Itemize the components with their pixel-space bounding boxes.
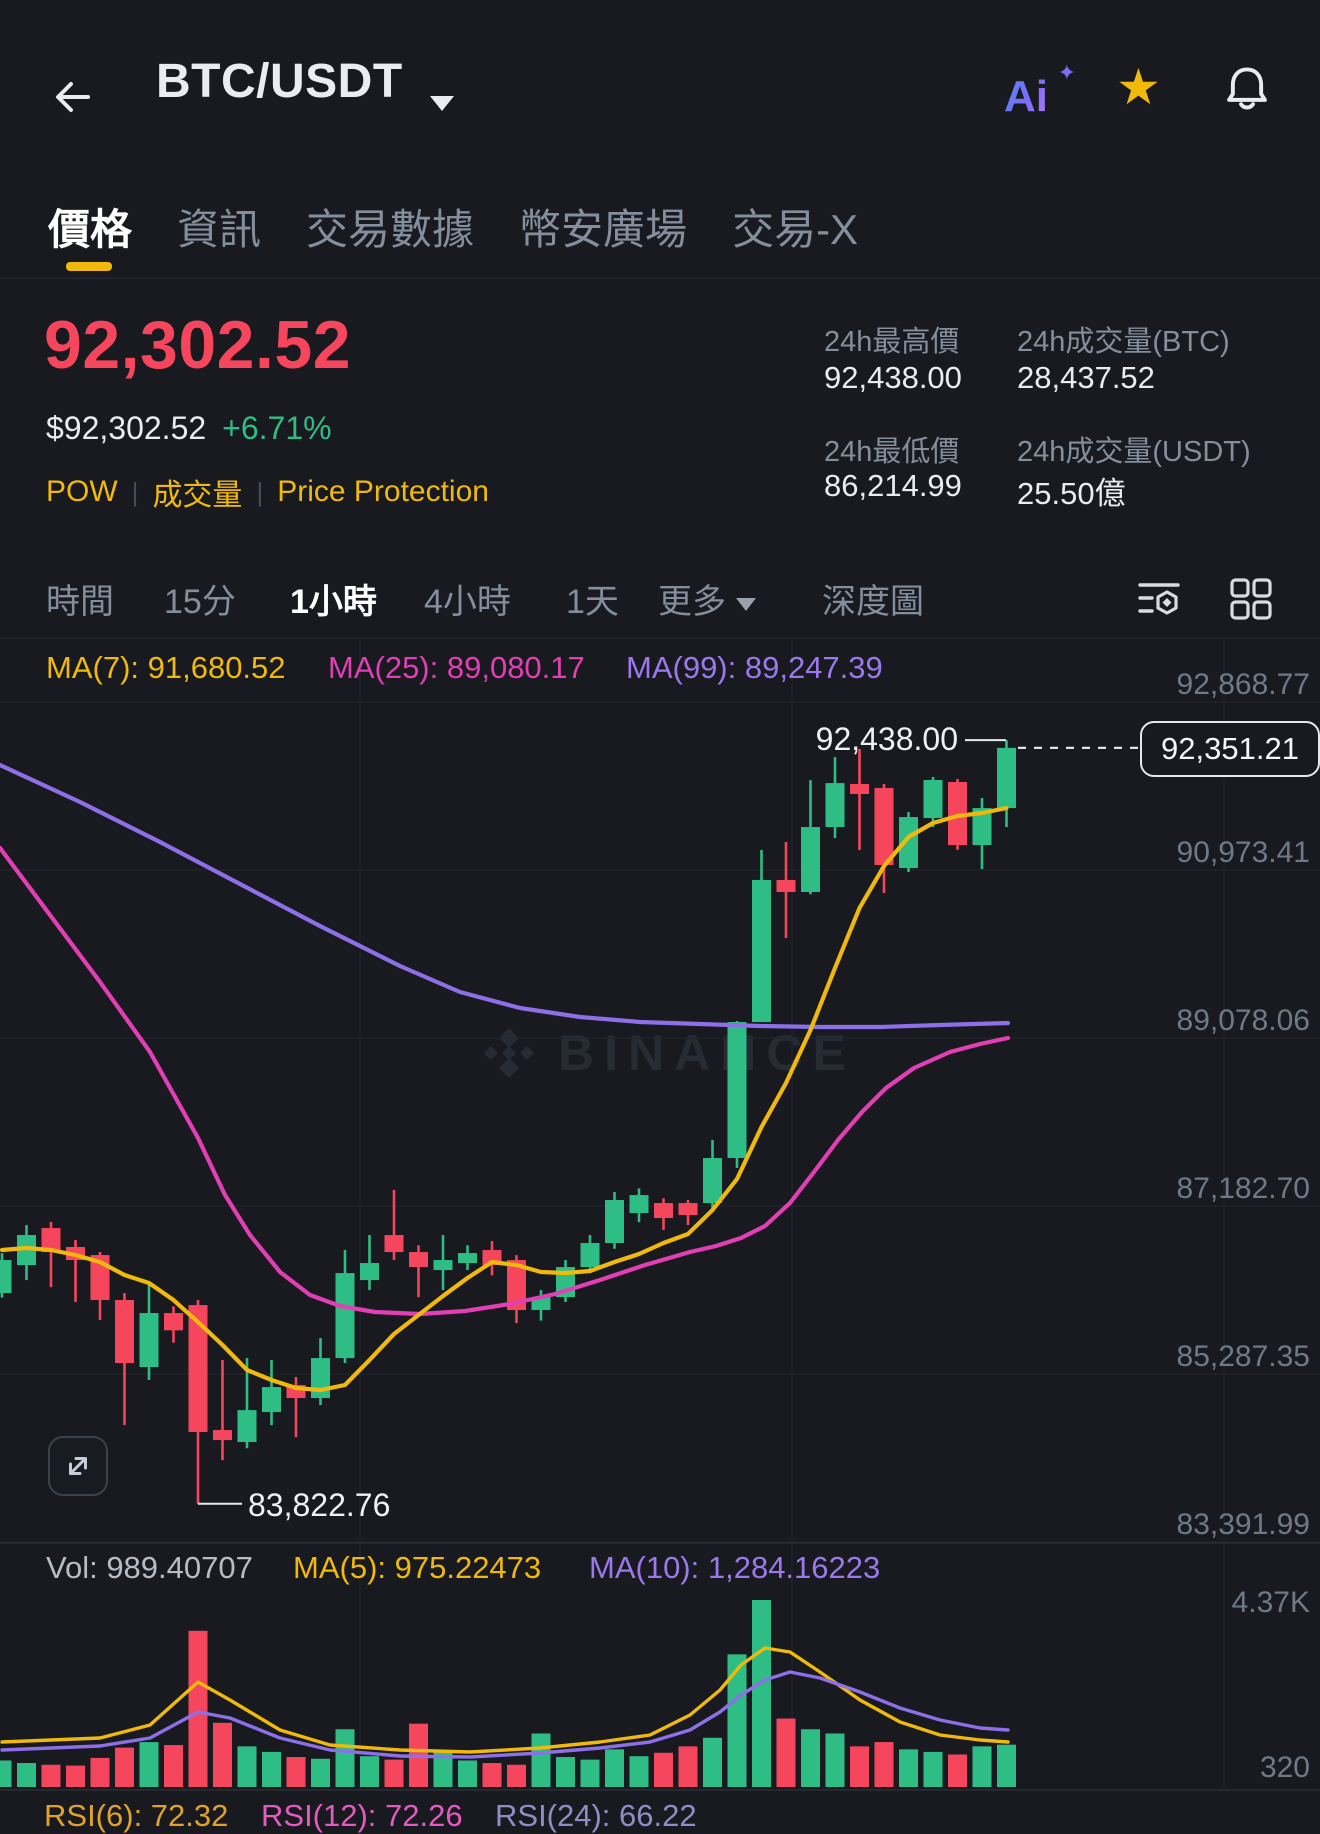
price-protection-tag[interactable]: Price Protection	[277, 475, 489, 508]
stat-high-label: 24h最高價	[824, 326, 960, 358]
timeframe-1d[interactable]: 1天	[566, 583, 619, 621]
layout-grid-icon[interactable]	[1228, 576, 1274, 622]
ma25-label: MA(25): 89,080.17	[328, 650, 585, 685]
rsi6-label: RSI(6): 72.32	[44, 1798, 229, 1833]
stat-vol-btc-value: 28,437.52	[1017, 360, 1155, 395]
tab-trading-data[interactable]: 交易數據	[306, 206, 475, 253]
high-price-annotation: 92,438.00	[815, 721, 958, 757]
more-caret-icon	[736, 597, 756, 611]
notification-bell-icon[interactable]	[1222, 64, 1272, 114]
favorite-star-icon[interactable]: ★	[1116, 59, 1161, 115]
stat-vol-usdt-label: 24h成交量(USDT)	[1017, 436, 1251, 468]
stat-vol-btc-label: 24h成交量(BTC)	[1017, 326, 1230, 358]
expand-chart-button[interactable]	[48, 1436, 108, 1496]
rsi24-label: RSI(24): 66.22	[495, 1798, 697, 1833]
last-price-tag: 92,351.21	[1140, 721, 1320, 777]
tab-price[interactable]: 價格	[48, 206, 133, 253]
back-arrow-icon[interactable]	[50, 74, 96, 120]
timeframe-time[interactable]: 時間	[46, 583, 114, 621]
timeframe-4h[interactable]: 4小時	[424, 583, 511, 621]
pair-dropdown-caret-icon[interactable]	[430, 96, 454, 111]
token-tags-row: POW | 成交量 | Price Protection	[46, 470, 489, 514]
pair-title[interactable]: BTC/USDT	[156, 55, 403, 108]
timeframe-more[interactable]: 更多	[658, 574, 756, 623]
stat-low-label: 24h最低價	[824, 436, 960, 468]
toolbar-divider	[0, 638, 1320, 639]
volume-value-label: Vol: 989.40707	[46, 1550, 253, 1585]
pow-tag[interactable]: POW	[46, 475, 118, 508]
price-axis-label: 92,868.77	[1176, 668, 1310, 701]
fiat-price: $92,302.52	[46, 410, 207, 446]
tab-trade-x[interactable]: 交易-X	[732, 206, 859, 253]
timeframe-15m[interactable]: 15分	[164, 583, 236, 621]
volume-ma10-label: MA(10): 1,284.16223	[589, 1550, 881, 1585]
last-price: 92,302.52	[44, 307, 352, 383]
ma7-label: MA(7): 91,680.52	[46, 650, 286, 685]
ai-assistant-icon[interactable]: Ai ✦	[1004, 60, 1076, 121]
timeframe-1h[interactable]: 1小時	[290, 583, 377, 621]
price-axis-label: 83,391.99	[1176, 1508, 1310, 1541]
active-tab-indicator	[66, 262, 112, 271]
expand-arrows-icon	[69, 1457, 87, 1475]
volume-tag[interactable]: 成交量	[152, 479, 243, 512]
price-axis-label: 87,182.70	[1176, 1172, 1310, 1205]
sparkle-icon: ✦	[1057, 60, 1076, 85]
tab-info[interactable]: 資訊	[177, 206, 262, 253]
tabs-divider	[0, 278, 1320, 279]
depth-chart-button[interactable]: 深度圖	[822, 583, 924, 621]
price-axis-label: 89,078.06	[1176, 1004, 1310, 1037]
volume-axis-bottom-label: 320	[1259, 1751, 1310, 1784]
volume-axis-top-label: 4.37K	[1231, 1586, 1310, 1619]
price-axis-label: 85,287.35	[1176, 1340, 1310, 1373]
low-price-annotation: 83,822.76	[248, 1487, 391, 1523]
top-tabs: 價格 資訊 交易數據 幣安廣場 交易-X	[48, 196, 858, 257]
fiat-price-row: $92,302.52 +6.71%	[46, 410, 332, 447]
tab-square[interactable]: 幣安廣場	[519, 206, 688, 253]
rsi12-label: RSI(12): 72.26	[261, 1798, 463, 1833]
volume-ma5-label: MA(5): 975.22473	[293, 1550, 542, 1585]
change-percent: +6.71%	[222, 410, 332, 446]
indicator-settings-icon[interactable]	[1136, 576, 1182, 622]
stat-low-value: 86,214.99	[824, 468, 962, 503]
ma99-label: MA(99): 89,247.39	[626, 650, 883, 685]
price-axis-label: 90,973.41	[1176, 836, 1310, 869]
stat-vol-usdt-value: 25.50億	[1017, 476, 1126, 511]
stat-high-value: 92,438.00	[824, 360, 962, 395]
